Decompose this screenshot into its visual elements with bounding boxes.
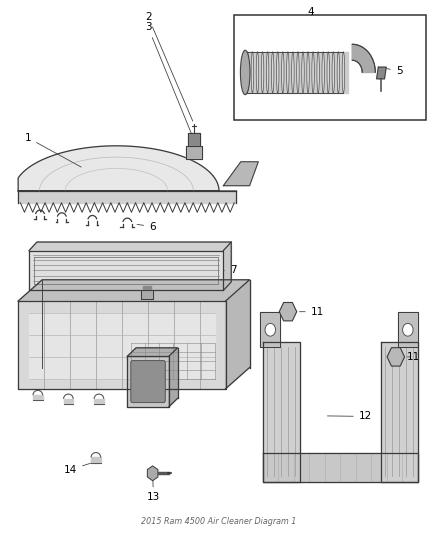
Ellipse shape — [256, 52, 259, 93]
Ellipse shape — [332, 52, 335, 93]
Ellipse shape — [327, 52, 329, 93]
Polygon shape — [29, 313, 215, 379]
Ellipse shape — [302, 52, 304, 93]
Ellipse shape — [292, 52, 294, 93]
Polygon shape — [127, 348, 177, 357]
Text: 13: 13 — [147, 476, 160, 503]
Circle shape — [265, 324, 276, 336]
FancyBboxPatch shape — [131, 361, 165, 402]
Text: 12: 12 — [328, 411, 372, 422]
Ellipse shape — [272, 52, 274, 93]
Polygon shape — [263, 342, 300, 482]
Text: 4: 4 — [307, 7, 314, 18]
Text: 14: 14 — [64, 463, 93, 474]
Ellipse shape — [240, 50, 250, 95]
Polygon shape — [29, 251, 223, 290]
Text: 3: 3 — [145, 22, 193, 137]
Polygon shape — [133, 363, 163, 400]
Text: 9: 9 — [230, 331, 241, 341]
Polygon shape — [186, 146, 201, 159]
Polygon shape — [143, 286, 151, 290]
Polygon shape — [352, 44, 375, 72]
Ellipse shape — [266, 52, 269, 93]
Polygon shape — [29, 242, 231, 251]
Ellipse shape — [337, 52, 339, 93]
Text: 1: 1 — [25, 133, 81, 167]
Polygon shape — [18, 146, 237, 191]
Polygon shape — [37, 242, 231, 282]
Circle shape — [403, 324, 413, 336]
Polygon shape — [398, 312, 418, 347]
Text: 11: 11 — [407, 352, 420, 362]
Text: 5: 5 — [381, 66, 403, 76]
Polygon shape — [18, 301, 226, 389]
Ellipse shape — [246, 52, 249, 93]
Polygon shape — [223, 162, 258, 185]
Ellipse shape — [261, 52, 264, 93]
Ellipse shape — [282, 52, 284, 93]
Bar — [234, 15, 426, 120]
Polygon shape — [381, 342, 418, 482]
Polygon shape — [141, 290, 153, 300]
Text: 11: 11 — [300, 306, 324, 317]
Polygon shape — [18, 191, 237, 203]
Polygon shape — [18, 280, 250, 301]
Text: 10: 10 — [172, 377, 195, 386]
Polygon shape — [226, 280, 250, 389]
Text: 8: 8 — [156, 289, 177, 300]
Ellipse shape — [276, 52, 279, 93]
Polygon shape — [169, 348, 177, 407]
Ellipse shape — [317, 52, 319, 93]
Text: 2: 2 — [145, 12, 193, 121]
Ellipse shape — [307, 52, 309, 93]
Text: 6: 6 — [137, 222, 156, 232]
Polygon shape — [42, 280, 250, 368]
Ellipse shape — [286, 52, 289, 93]
Ellipse shape — [251, 52, 254, 93]
Polygon shape — [263, 453, 418, 482]
Polygon shape — [377, 67, 386, 79]
Polygon shape — [261, 312, 280, 347]
Ellipse shape — [312, 52, 314, 93]
Polygon shape — [127, 357, 169, 407]
Ellipse shape — [322, 52, 325, 93]
Ellipse shape — [342, 52, 345, 93]
Ellipse shape — [297, 52, 299, 93]
Text: 7: 7 — [223, 265, 237, 276]
Polygon shape — [188, 133, 200, 146]
Text: 2015 Ram 4500 Air Cleaner Diagram 1: 2015 Ram 4500 Air Cleaner Diagram 1 — [141, 517, 297, 526]
